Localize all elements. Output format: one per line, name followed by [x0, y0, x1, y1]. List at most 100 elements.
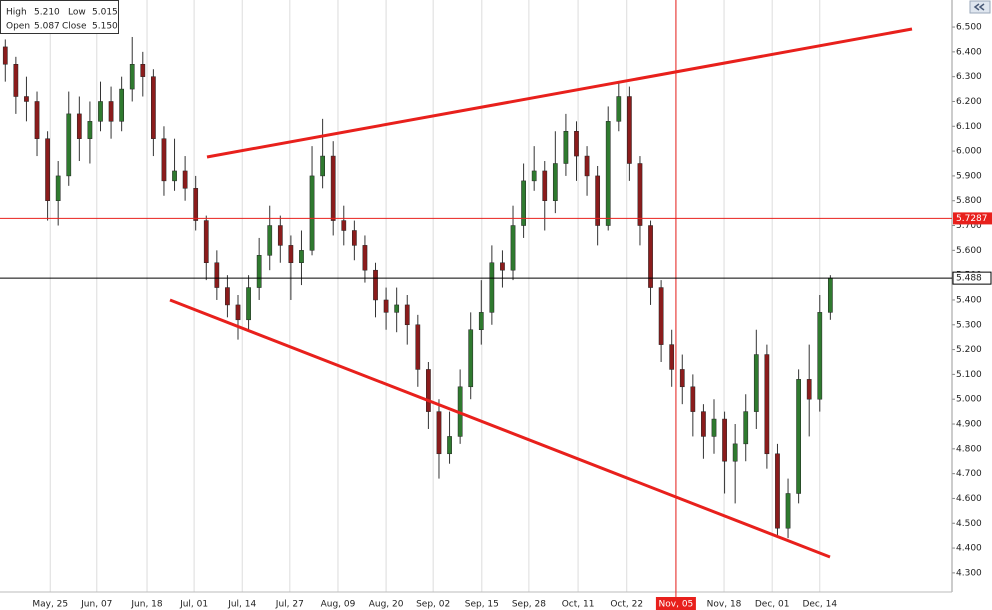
- candle-body: [13, 64, 19, 97]
- x-tick-label: Aug, 09: [321, 600, 356, 610]
- y-tick-label: 5.400: [956, 295, 982, 305]
- y-tick-label: 5.300: [956, 320, 982, 330]
- candle-body: [563, 130, 569, 164]
- collapse-icon[interactable]: [973, 3, 985, 11]
- y-tick-label: 6.400: [956, 47, 982, 57]
- x-tick-label: Dec, 14: [802, 600, 837, 610]
- candle-body: [701, 411, 706, 437]
- candle-body: [637, 163, 643, 226]
- ohlc-box: High 5.210 Low 5.015 Open 5.087 Close 5.…: [0, 0, 119, 34]
- candle-body: [235, 304, 241, 321]
- x-tick-label: Sep, 15: [465, 600, 499, 610]
- x-tick-label: Jun, 07: [80, 600, 112, 610]
- y-tick-label: 6.500: [956, 23, 982, 33]
- x-tick-label: Oct, 22: [610, 600, 643, 610]
- y-tick-label: 4.300: [956, 568, 982, 578]
- crosshair-price-box: [953, 212, 992, 225]
- x-tick-label: Sep, 28: [512, 600, 546, 610]
- candle-body: [45, 138, 50, 201]
- candle-body: [129, 64, 135, 90]
- candle-body: [500, 262, 505, 271]
- grid: 4.300 4.400 4.500 4.600 4.700 4.800 4.900 5.000…: [32, 0, 982, 610]
- candle-body: [34, 101, 40, 139]
- y-tick-label: 4.400: [956, 544, 982, 554]
- ohlc-label: Close: [62, 22, 87, 32]
- candle-body: [341, 220, 347, 231]
- y-tick-label: 5.900: [956, 171, 982, 181]
- candle-body: [330, 155, 336, 221]
- candle-body: [542, 170, 548, 201]
- candle-body: [690, 386, 696, 412]
- y-tick-label: 5.200: [956, 345, 982, 355]
- candle-body: [574, 130, 579, 157]
- x-tick-label: Jul, 14: [227, 600, 256, 610]
- candle-body: [203, 220, 209, 263]
- candle-body: [55, 175, 61, 201]
- candle-body: [320, 155, 325, 177]
- candle-body: [595, 175, 601, 226]
- candle-body: [679, 369, 685, 388]
- y-tick-label: 4.600: [956, 494, 982, 504]
- candle-body: [447, 436, 452, 455]
- candle-body: [151, 76, 156, 139]
- y-tick-label: 5.000: [956, 395, 982, 405]
- candle-body: [87, 121, 93, 139]
- y-tick-label: 6.200: [956, 97, 982, 107]
- y-tick-label: 6.000: [956, 147, 982, 157]
- ohlc-label: Open: [6, 22, 30, 32]
- candle-body: [817, 312, 823, 400]
- candle-body: [669, 344, 675, 370]
- ohlc-value: 5.150: [92, 22, 118, 32]
- candle-body: [24, 96, 29, 102]
- y-tick-label: 5.800: [956, 196, 982, 206]
- ohlc-label: Low: [68, 8, 86, 18]
- trend-line-upper: [206, 27, 913, 159]
- candle-body: [362, 245, 368, 271]
- candle-body: [299, 250, 304, 263]
- last-price-box: [952, 271, 992, 285]
- ohlc-value: 5.015: [92, 8, 118, 18]
- trend-line-lower: [169, 298, 831, 559]
- candle-body: [785, 493, 791, 529]
- candle-body: [415, 324, 421, 370]
- candle-body: [383, 299, 389, 313]
- candle-body: [478, 312, 484, 330]
- x-tick-label: Dec, 01: [755, 600, 790, 610]
- candle-body: [627, 96, 632, 164]
- candle-body: [193, 188, 199, 221]
- x-tick-label: Oct, 11: [562, 600, 595, 610]
- y-tick-label: 5.700: [956, 221, 982, 231]
- candle-body: [288, 245, 294, 263]
- candle-body: [753, 354, 759, 412]
- candle-body: [76, 113, 82, 139]
- x-tick-label: Jul, 01: [179, 600, 208, 610]
- candle-body: [806, 379, 812, 400]
- candle-body: [225, 287, 230, 306]
- candle-body: [214, 262, 220, 288]
- candle-body: [66, 113, 72, 177]
- ohlc-box-frame: [0, 0, 119, 34]
- candle-body: [426, 369, 431, 412]
- ohlc-value: 5.087: [34, 22, 60, 32]
- candle-body: [722, 418, 727, 462]
- y-tick-label: 4.800: [956, 444, 982, 454]
- x-tick-label: Sep, 02: [416, 600, 450, 610]
- candle-body: [510, 225, 516, 271]
- y-tick-label: 5.100: [956, 370, 982, 380]
- y-tick-label: 6.300: [956, 72, 982, 82]
- candle-body: [256, 255, 262, 288]
- candle-body: [351, 230, 357, 246]
- candle-body: [2, 46, 8, 65]
- x-tick-label: Aug, 20: [369, 600, 404, 610]
- candle-body: [827, 277, 833, 313]
- collapse-button[interactable]: [969, 0, 991, 14]
- candle-body: [584, 155, 590, 177]
- candle-body: [648, 225, 653, 288]
- y-tick-label: 5.600: [956, 246, 982, 256]
- candle-body: [436, 411, 442, 455]
- candle-body: [119, 88, 125, 122]
- candle-body: [552, 163, 558, 201]
- crosshair-price-label: 5.7287: [956, 214, 988, 224]
